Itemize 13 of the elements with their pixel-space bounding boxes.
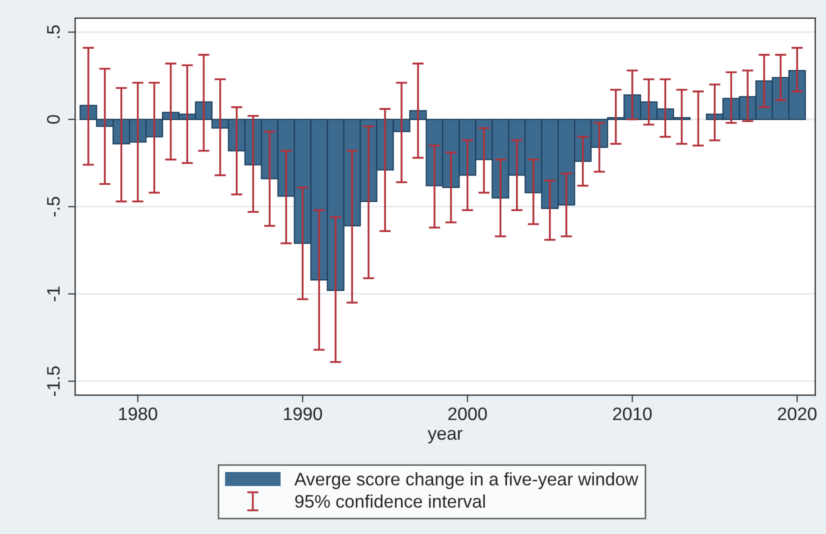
y-tick-label: 0 [47, 115, 60, 124]
y-tick-label: -1.5 [47, 366, 60, 396]
x-axis-title: year [428, 430, 462, 444]
legend-label: Averge score change in a five-year window [294, 472, 638, 490]
x-tick-label: 2020 [778, 407, 817, 420]
text: 95% confidence interval [295, 494, 485, 508]
y-tick-label: -1 [47, 286, 60, 302]
x-tick-label: 2010 [613, 407, 652, 420]
y-tick-label: -.5 [47, 196, 60, 216]
y-tick-label: .5 [47, 25, 60, 38]
x-tick-label: 1990 [284, 407, 322, 420]
x-tick-label: 2000 [448, 407, 487, 420]
x-tick-label: 1980 [119, 407, 158, 420]
